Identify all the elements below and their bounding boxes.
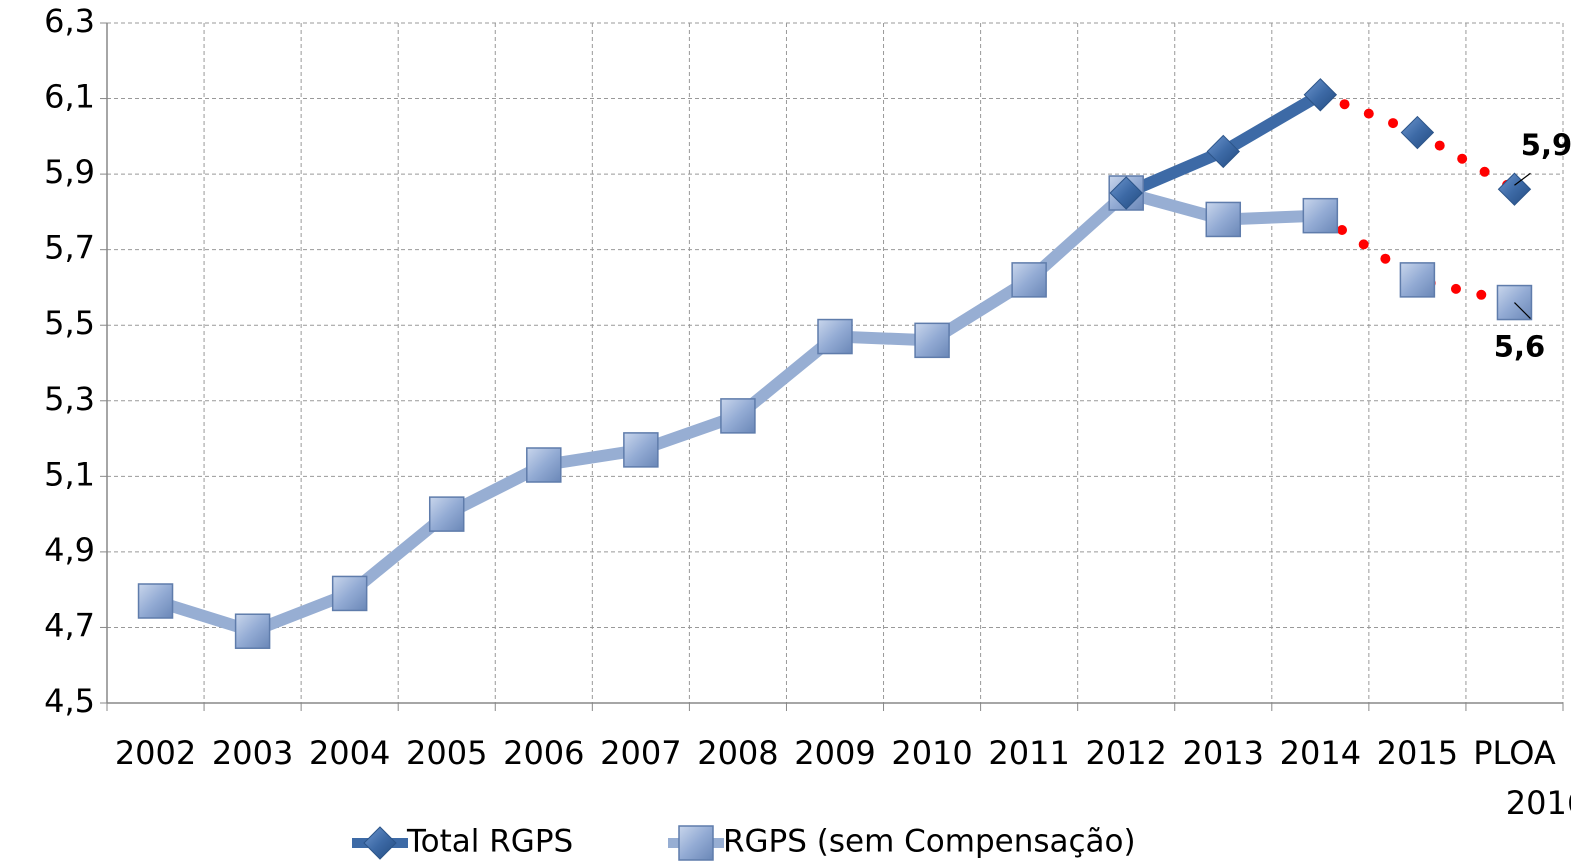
x-tick-label: 2006: [503, 734, 584, 772]
x-tick-label: PLOA2016: [1473, 734, 1571, 822]
y-tick-label: 6,1: [44, 78, 95, 116]
x-tick-label: 2007: [600, 734, 681, 772]
y-tick-label: 4,9: [44, 531, 95, 569]
x-tick-label: 2002: [115, 734, 196, 772]
y-tick-label: 5,1: [44, 455, 95, 493]
label-leader: [1514, 302, 1531, 319]
legend-label: RGPS (sem Compensação): [723, 824, 1136, 860]
point: [428, 496, 465, 532]
point: [720, 398, 756, 434]
point: [137, 583, 174, 619]
data-label: 5,9: [1521, 128, 1571, 162]
data-label: 5,6: [1494, 330, 1545, 364]
point: [1303, 78, 1338, 112]
x-tick-label: 2010: [891, 734, 972, 772]
x-tick-label: 2003: [212, 734, 293, 772]
y-tick-label: 5,3: [44, 380, 95, 418]
point: [234, 613, 271, 649]
point: [1206, 134, 1240, 169]
x-tick-label: 2008: [697, 734, 778, 772]
point: [678, 825, 714, 861]
point: [1109, 176, 1143, 210]
legend-item: Total RGPS: [352, 824, 573, 860]
y-tick-label: 5,5: [44, 304, 95, 342]
y-tick-label: 5,9: [44, 153, 95, 191]
point: [1497, 172, 1532, 206]
point: [1399, 262, 1436, 298]
point: [1302, 197, 1339, 234]
projection-line: [1315, 210, 1520, 308]
x-tick-label: 2012: [1085, 734, 1166, 772]
x-tick-label: 2009: [794, 734, 875, 772]
y-tick-label: 6,3: [44, 2, 95, 40]
y-tick-label: 4,7: [44, 606, 95, 644]
x-tick-label: 2015: [1377, 734, 1458, 772]
point: [1400, 115, 1435, 150]
point: [1205, 201, 1242, 238]
y-tick-label: 4,5: [44, 682, 95, 720]
point: [363, 826, 397, 860]
legend-label: Total RGPS: [406, 824, 573, 860]
y-tick-label: 5,7: [44, 229, 95, 267]
point: [623, 432, 659, 468]
x-tick-label: 2005: [406, 734, 487, 772]
point: [1011, 262, 1047, 298]
x-tick-label: 2004: [309, 734, 390, 772]
point: [914, 322, 950, 359]
legend-item: RGPS (sem Compensação): [668, 824, 1136, 861]
x-tick-label: 2011: [988, 734, 1069, 772]
label-leader: [1514, 172, 1531, 186]
point: [817, 318, 853, 355]
x-tick-label: 2013: [1183, 734, 1264, 772]
x-tick-label: 2014: [1280, 734, 1361, 772]
point: [526, 447, 562, 483]
point: [331, 575, 368, 612]
